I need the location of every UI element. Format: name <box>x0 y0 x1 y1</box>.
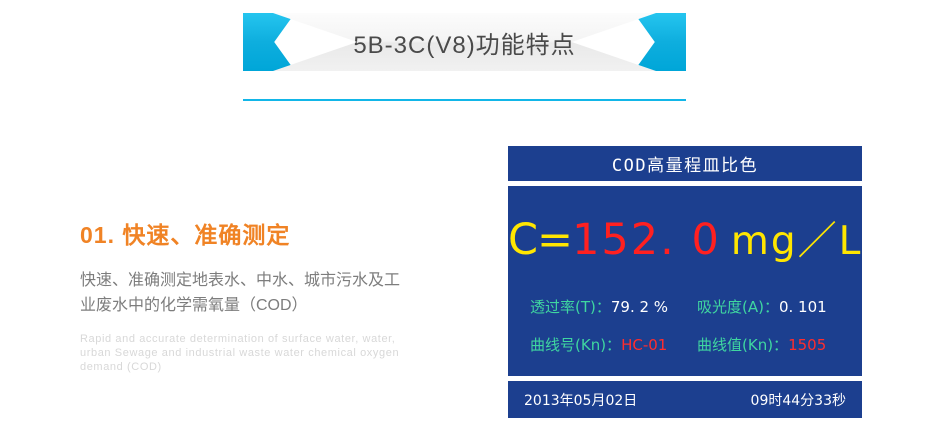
page-title: 5B-3C(V8)功能特点 <box>353 31 576 59</box>
lcd-readout-area: C=152. 0 mg／L 透过率(T)：79. 2 % 吸光度(A)：0. 10… <box>508 186 862 376</box>
lcd-curve-value-value: 1505 <box>788 336 827 354</box>
lcd-transmittance-value: 79. 2 % <box>610 298 669 316</box>
lcd-concentration-reading: C=152. 0 mg／L <box>508 210 862 266</box>
lcd-transmittance-label: 透过率(T)： <box>530 298 611 316</box>
lcd-curve-value-label: 曲线值(Kn)： <box>697 336 789 354</box>
lcd-time: 09时44分33秒 <box>750 392 846 409</box>
lcd-title-bar: COD高量程皿比色 <box>508 146 862 181</box>
lcd-row-curve: 曲线号(Kn)：HC-01 曲线值(Kn)：1505 <box>508 334 862 355</box>
lcd-curve-number-value: HC-01 <box>621 336 668 354</box>
lcd-curve-number-label: 曲线号(Kn)： <box>530 336 622 354</box>
feature-description-en: Rapid and accurate determination of surf… <box>80 333 400 373</box>
banner-plate: 5B-3C(V8)功能特点 <box>273 13 656 71</box>
lcd-field-curve-value: 曲线值(Kn)：1505 <box>685 334 862 355</box>
lcd-concentration-label: C= <box>508 215 573 265</box>
banner-right-chevron-icon <box>634 13 686 71</box>
feature-heading: 01. 快速、准确测定 <box>80 222 291 248</box>
lcd-absorbance-label: 吸光度(A)： <box>697 298 779 316</box>
lcd-status-bar: 2013年05月02日 09时44分33秒 <box>508 381 862 418</box>
lcd-field-curve-number: 曲线号(Kn)：HC-01 <box>508 334 685 355</box>
feature-description-cn: 快速、准确测定地表水、中水、城市污水及工业废水中的化学需氧量（COD） <box>80 272 401 314</box>
instrument-lcd-panel: COD高量程皿比色 C=152. 0 mg／L 透过率(T)：79. 2 % 吸光… <box>508 146 862 418</box>
page-banner: 5B-3C(V8)功能特点 <box>243 13 686 71</box>
lcd-field-absorbance: 吸光度(A)：0. 101 <box>685 296 862 317</box>
banner-left-chevron-icon <box>243 13 295 71</box>
lcd-mode-title: COD高量程皿比色 <box>611 156 759 176</box>
lcd-field-transmittance: 透过率(T)：79. 2 % <box>508 296 685 317</box>
lcd-row-transmittance-absorbance: 透过率(T)：79. 2 % 吸光度(A)：0. 101 <box>508 296 862 317</box>
lcd-date: 2013年05月02日 <box>524 392 638 409</box>
lcd-absorbance-value: 0. 101 <box>778 298 827 316</box>
feature-block: 01. 快速、准确测定 快速、准确测定地表水、中水、城市污水及工业废水中的化学需… <box>80 216 440 374</box>
lcd-divider-bottom <box>508 376 862 381</box>
banner-underline-divider <box>243 99 686 101</box>
lcd-concentration-value: 152. 0 <box>572 215 721 265</box>
lcd-divider-top <box>508 181 862 186</box>
lcd-concentration-unit: mg／L <box>730 219 863 264</box>
